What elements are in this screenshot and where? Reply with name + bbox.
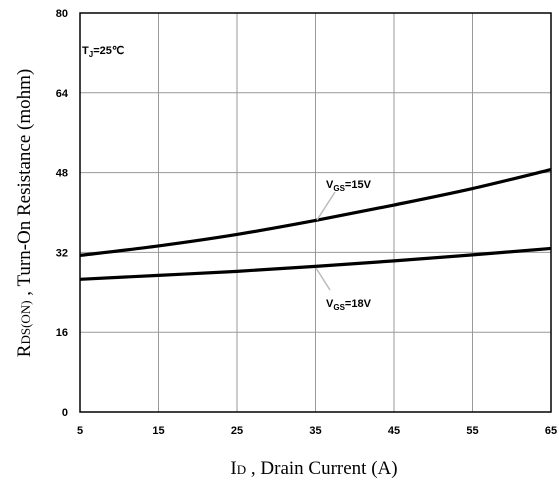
plot-frame bbox=[79, 12, 552, 413]
y-axis-title: RDS(ON) , Turn-On Resistance (mohm) bbox=[14, 69, 35, 357]
y-tick-label: 64 bbox=[56, 88, 69, 100]
y-tick-label: 16 bbox=[56, 327, 68, 339]
tick-labels: 5 15 25 35 45 55 65 0 16 32 48 64 80 bbox=[56, 8, 557, 437]
y-tick-label: 80 bbox=[56, 8, 68, 20]
y-tick-label: 0 bbox=[62, 407, 68, 419]
x-tick-label: 45 bbox=[388, 425, 400, 437]
series-18v-leader bbox=[315, 267, 331, 291]
series-18v-label: VGS=18V bbox=[326, 298, 372, 312]
x-tick-label: 65 bbox=[545, 425, 557, 437]
series-15v-label: VGS=15V bbox=[326, 179, 372, 193]
x-tick-label: 5 bbox=[77, 425, 83, 437]
series-15v-leader bbox=[316, 191, 336, 221]
series-line-1 bbox=[79, 246, 552, 281]
series-line-0 bbox=[79, 168, 552, 257]
grid-lines bbox=[79, 12, 552, 413]
y-tick-label: 48 bbox=[56, 168, 68, 180]
x-tick-label: 35 bbox=[309, 425, 321, 437]
x-axis-title: ID , Drain Current (A) bbox=[230, 458, 397, 479]
y-tick-label: 32 bbox=[56, 247, 68, 259]
condition-label: TJ=25℃ bbox=[82, 45, 124, 59]
x-tick-label: 55 bbox=[466, 425, 478, 437]
x-tick-label: 25 bbox=[231, 425, 243, 437]
series-lines bbox=[79, 168, 552, 281]
x-tick-label: 15 bbox=[152, 425, 164, 437]
